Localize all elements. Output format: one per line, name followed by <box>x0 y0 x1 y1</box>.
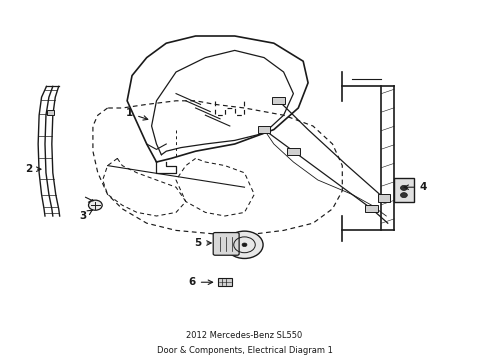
Circle shape <box>88 200 102 210</box>
Text: 5: 5 <box>194 238 211 248</box>
Circle shape <box>400 193 407 198</box>
Bar <box>377 194 389 202</box>
Circle shape <box>225 231 263 258</box>
Bar <box>286 148 299 155</box>
FancyBboxPatch shape <box>213 233 239 255</box>
Circle shape <box>242 243 246 247</box>
Bar <box>365 205 377 212</box>
Text: 2012 Mercedes-Benz SL550: 2012 Mercedes-Benz SL550 <box>186 331 302 340</box>
Text: 3: 3 <box>80 210 92 221</box>
Text: 2: 2 <box>25 164 41 174</box>
Bar <box>217 278 232 286</box>
Bar <box>47 110 54 115</box>
Text: 6: 6 <box>188 277 212 287</box>
Circle shape <box>400 185 407 190</box>
Text: 4: 4 <box>403 182 426 192</box>
Bar <box>272 97 285 104</box>
Bar <box>393 178 413 202</box>
Bar <box>257 126 270 133</box>
Text: 1: 1 <box>126 108 147 120</box>
Text: Door & Components, Electrical Diagram 1: Door & Components, Electrical Diagram 1 <box>156 346 332 355</box>
